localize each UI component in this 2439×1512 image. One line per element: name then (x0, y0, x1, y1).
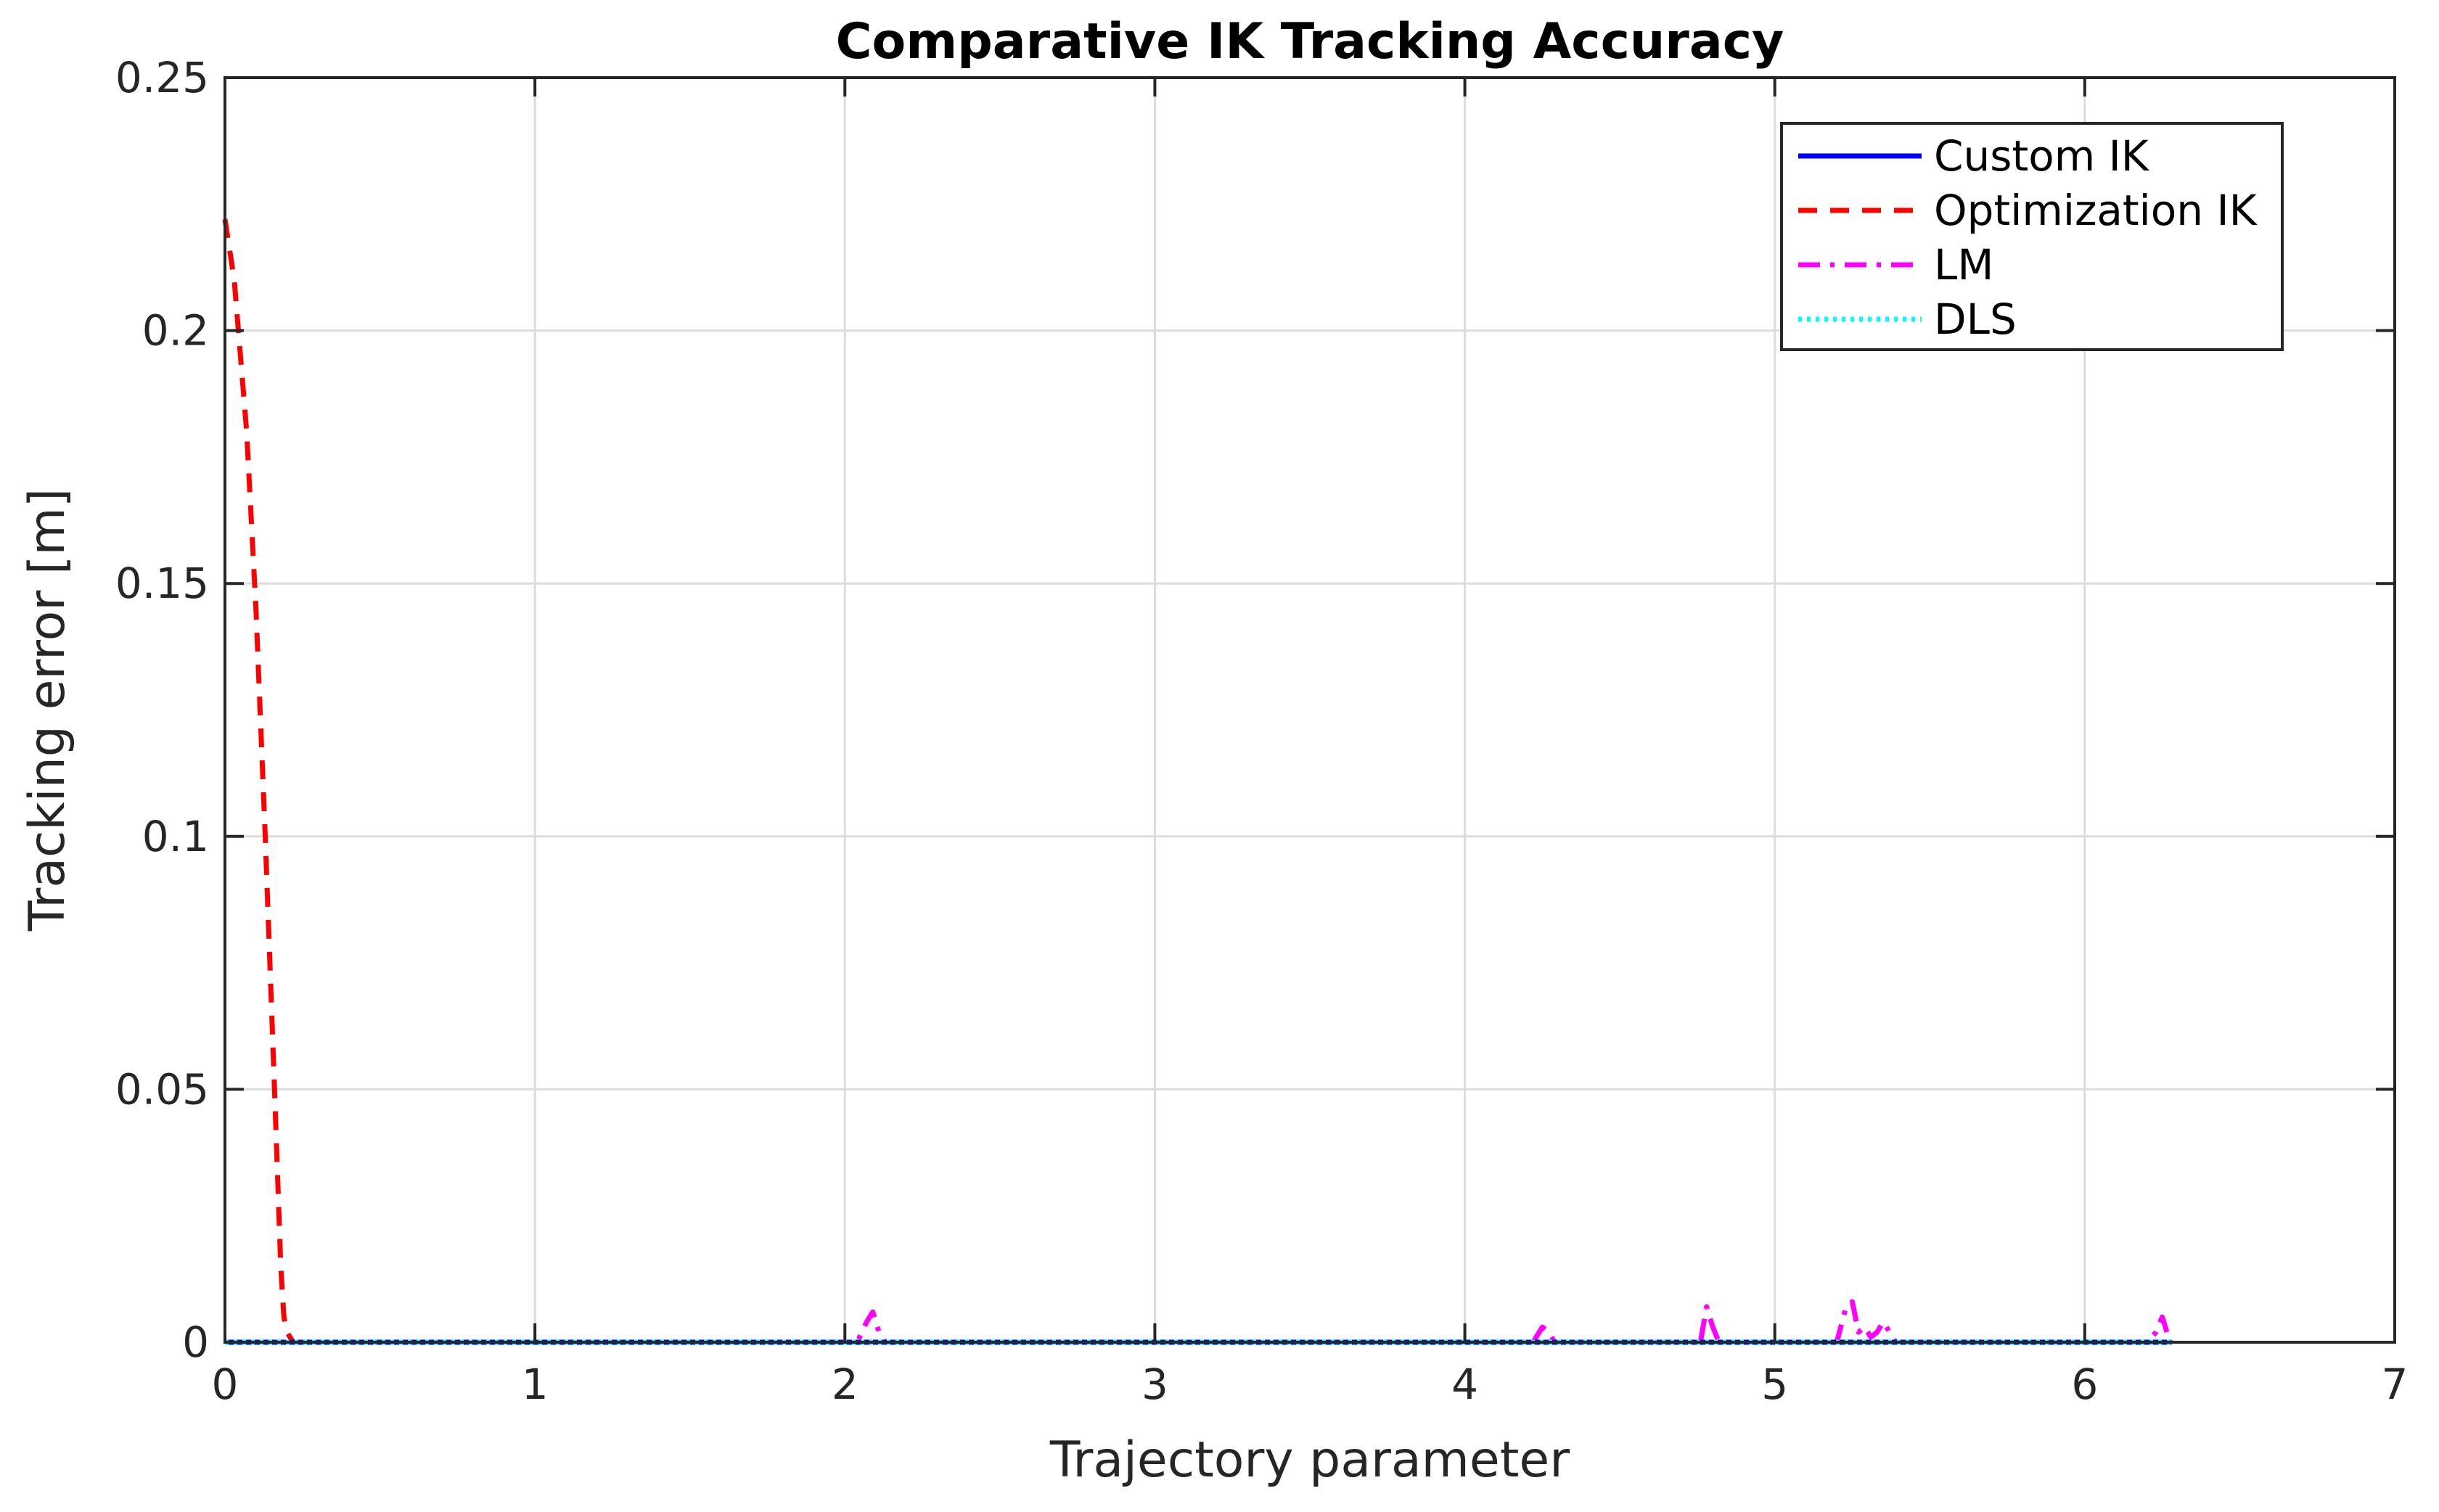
y-tick-label: 0.25 (115, 53, 209, 102)
x-axis-label: Trajectory parameter (1049, 1431, 1570, 1489)
series-lines (222, 218, 2174, 1345)
legend-entry: Custom IK (1934, 131, 2150, 181)
y-tick-label: 0.05 (115, 1064, 209, 1114)
y-axis-label: Tracking error [m] (19, 488, 76, 932)
x-tick-label: 0 (212, 1360, 239, 1409)
legend-entry: Optimization IK (1934, 186, 2258, 235)
plot-frame (224, 76, 2396, 1344)
y-tick-label: 0.2 (142, 306, 209, 356)
x-tick-label: 4 (1451, 1360, 1478, 1409)
x-tick-label: 6 (2071, 1360, 2098, 1409)
x-tick-label: 3 (1141, 1360, 1168, 1409)
legend-entry: LM (1934, 240, 1993, 289)
axis-ticks: 0 1 2 3 4 5 6 7 0 0.05 0.1 0.15 0.2 0.25 (115, 53, 2409, 1409)
x-tick-label: 7 (2382, 1360, 2409, 1409)
y-tick-label: 0.15 (115, 559, 209, 608)
x-tick-label: 5 (1761, 1360, 1788, 1409)
y-tick-label: 0.1 (142, 812, 209, 861)
legend-entry: DLS (1934, 295, 2017, 344)
x-tick-label: 2 (832, 1360, 858, 1409)
series-line-lm (225, 1299, 2174, 1345)
x-tick-label: 1 (522, 1360, 549, 1409)
y-tick-label: 0 (182, 1318, 209, 1367)
legend: Custom IK Optimization IK LM DLS (1780, 122, 2284, 351)
chart-title: Comparative IK Tracking Accuracy (836, 13, 1784, 70)
series-line-optimization-ik (222, 218, 2172, 1345)
legend-box (1780, 122, 2284, 351)
